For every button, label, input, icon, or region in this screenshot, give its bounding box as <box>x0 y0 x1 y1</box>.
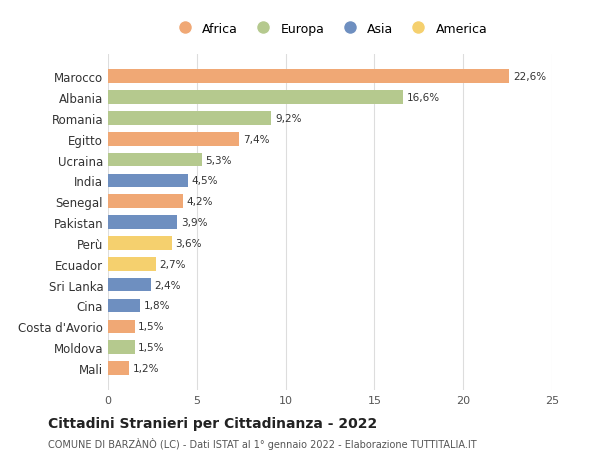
Text: 5,3%: 5,3% <box>206 155 232 165</box>
Bar <box>108 153 202 167</box>
Text: 9,2%: 9,2% <box>275 114 301 123</box>
Bar <box>108 361 130 375</box>
Text: 7,4%: 7,4% <box>243 134 269 145</box>
Bar <box>108 70 509 84</box>
Text: 4,2%: 4,2% <box>186 197 212 207</box>
Bar <box>108 257 156 271</box>
Bar <box>108 278 151 292</box>
Bar <box>108 216 177 230</box>
Text: 16,6%: 16,6% <box>406 93 439 103</box>
Bar <box>108 237 172 250</box>
Bar <box>108 341 134 354</box>
Text: 1,5%: 1,5% <box>138 322 164 331</box>
Bar <box>108 91 403 105</box>
Text: 3,6%: 3,6% <box>175 238 202 248</box>
Bar <box>108 112 271 125</box>
Text: 2,4%: 2,4% <box>154 280 181 290</box>
Text: 22,6%: 22,6% <box>513 72 546 82</box>
Text: 2,7%: 2,7% <box>160 259 186 269</box>
Text: 1,5%: 1,5% <box>138 342 164 353</box>
Text: 1,8%: 1,8% <box>143 301 170 311</box>
Bar <box>108 320 134 333</box>
Text: 3,9%: 3,9% <box>181 218 208 228</box>
Legend: Africa, Europa, Asia, America: Africa, Europa, Asia, America <box>167 18 493 41</box>
Text: COMUNE DI BARZÀNÒ (LC) - Dati ISTAT al 1° gennaio 2022 - Elaborazione TUTTITALIA: COMUNE DI BARZÀNÒ (LC) - Dati ISTAT al 1… <box>48 437 476 449</box>
Text: 1,2%: 1,2% <box>133 363 160 373</box>
Bar <box>108 133 239 146</box>
Text: 4,5%: 4,5% <box>191 176 218 186</box>
Bar <box>108 195 182 208</box>
Bar <box>108 299 140 313</box>
Text: Cittadini Stranieri per Cittadinanza - 2022: Cittadini Stranieri per Cittadinanza - 2… <box>48 416 377 430</box>
Bar <box>108 174 188 188</box>
